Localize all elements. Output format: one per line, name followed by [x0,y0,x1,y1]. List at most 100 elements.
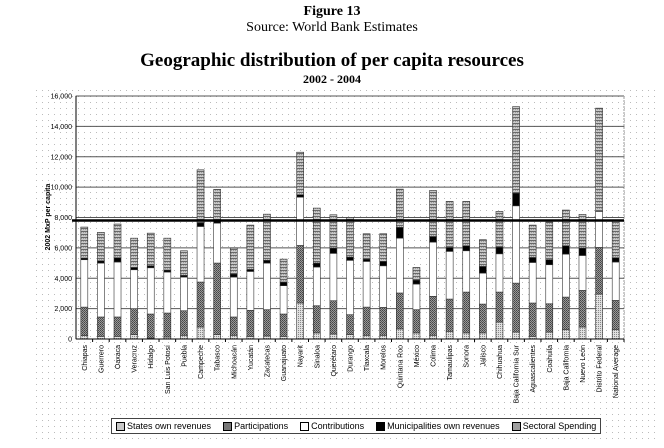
y-tick-label: 10,000 [51,185,73,192]
bar-segment-participations [578,290,587,328]
bar-segment-participations [379,307,388,336]
bar-segment-participations [263,309,271,337]
bar-tlaxcala [362,233,371,340]
x-tick-label: Guerrero [98,345,105,373]
bar-segment-municipalities-own-revenues [329,247,338,254]
bar-segment-sectoral-spending [562,209,570,247]
bar-segment-contributions [462,250,471,293]
bar-segment-contributions [329,253,338,302]
bar-zacatecas [263,213,271,340]
bar-segment-municipalities-own-revenues [196,222,205,227]
bar-segment-sectoral-spending [97,232,105,262]
bar-segment-sectoral-spending [213,189,221,222]
bar-segment-states-own-revenues [346,334,354,340]
bar-distrito-federal [595,107,603,340]
bar-segment-contributions [512,205,520,284]
bar-segment-contributions [429,241,437,297]
bar-segment-participations [229,316,238,336]
bar-segment-contributions [279,285,288,315]
bar-segment-municipalities-own-revenues [229,273,238,278]
bar-colima [429,190,437,340]
legend-swatch [300,421,310,431]
x-tick-label: Sinaloa [314,345,321,368]
bar-segment-sectoral-spending [346,217,354,258]
bar-aguascalientes [528,224,537,340]
bar-segment-contributions [595,211,603,248]
bar-segment-municipalities-own-revenues [445,247,454,252]
bar-segment-sectoral-spending [113,223,122,259]
bar-baja-california-sur [512,106,520,340]
bar-segment-states-own-revenues [379,335,388,340]
bar-segment-participations [312,305,321,334]
bar-segment-participations [180,310,188,336]
bar-segment-municipalities-own-revenues [611,257,620,263]
bar-segment-states-own-revenues [362,335,371,340]
bar-segment-participations [296,245,304,304]
bar-segment-participations [163,312,172,338]
bar-segment-states-own-revenues [229,335,238,340]
bar-segment-contributions [379,265,388,308]
figure-label: Figure 13 [303,4,361,19]
bar-campeche [196,169,205,340]
y-tick-label: 0 [68,337,72,344]
legend-item: States own revenues [116,421,211,431]
bar-jalisco [479,239,487,340]
bar-segment-states-own-revenues [412,332,421,340]
bar-segment-states-own-revenues [562,329,570,340]
bar-segment-sectoral-spending [246,224,255,270]
bar-segment-sectoral-spending [528,224,537,258]
bar-segment-sectoral-spending [396,188,404,228]
bar-veracruz [130,237,138,340]
legend-label: Sectoral Spending [522,421,597,431]
bar-segment-municipalities-own-revenues [429,236,437,243]
x-tick-label: Guanajuato [281,345,288,381]
bar-segment-sectoral-spending [462,201,471,247]
bar-segment-participations [412,309,421,334]
bar-segment-states-own-revenues [545,331,554,340]
bar-segment-sectoral-spending [146,232,155,267]
x-tick-label: Morelos [381,345,388,370]
bar-segment-municipalities-own-revenues [97,260,105,264]
bar-segment-sectoral-spending [196,169,205,224]
bar-segment-states-own-revenues [329,333,338,340]
bar-segment-contributions [113,261,122,318]
y-tick-label: 12,000 [51,154,73,161]
bar-segment-contributions [80,259,89,308]
bar-sonora [462,201,471,340]
bar-guanajuato [279,258,288,340]
y-tick-label: 4,000 [54,276,72,283]
bar-quintana-roo [396,188,404,340]
bar-segment-municipalities-own-revenues [412,279,421,285]
bar-segment-sectoral-spending [578,214,587,249]
bar-segment-sectoral-spending [163,237,172,271]
bar-segment-municipalities-own-revenues [578,247,587,256]
bar-segment-states-own-revenues [130,334,138,340]
x-tick-label: Jalisco [480,345,487,367]
bar-segment-sectoral-spending [379,233,388,262]
bar-segment-contributions [545,264,554,305]
bar-segment-municipalities-own-revenues [462,245,471,252]
y-tick-label: 14,000 [51,124,73,131]
x-tick-label: Michoacán [231,345,238,379]
bar-segment-contributions [130,269,138,309]
bar-segment-sectoral-spending [296,151,304,196]
legend-item: Participations [223,421,288,431]
bar-yucat-n [246,224,255,340]
bar-segment-municipalities-own-revenues [528,257,537,263]
bar-segment-municipalities-own-revenues [312,262,321,268]
bar-segment-contributions [562,253,570,298]
bar-segment-contributions [412,283,421,310]
bar-durango [346,217,354,340]
y-tick-label: 16,000 [51,94,73,101]
x-tick-label: Querétaro [331,345,338,377]
legend-item: Municipalities own revenues [376,421,500,431]
bar-oaxaca [113,223,122,340]
legend-swatch [511,421,521,431]
bar-segment-states-own-revenues [512,331,520,340]
bar-segment-contributions [146,267,155,315]
bar-segment-states-own-revenues [196,326,205,340]
bar-national-average [611,220,620,340]
bar-segment-contributions [495,253,504,293]
bar-segment-contributions [346,260,354,315]
bar-chiapas [80,226,89,340]
